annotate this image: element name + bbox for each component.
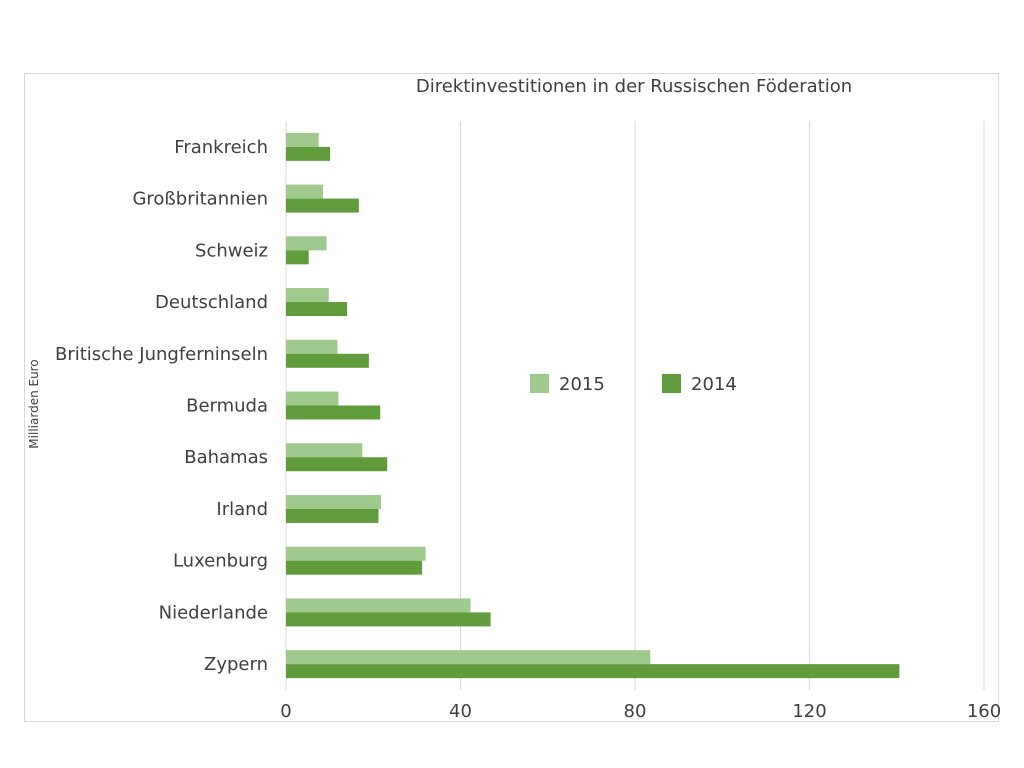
bar-2014 <box>286 560 423 575</box>
bar-2014 <box>286 405 381 420</box>
x-tick-label: 160 <box>967 701 1001 722</box>
x-tick-label: 40 <box>449 701 472 722</box>
x-tick-labels: 0 40 80 120 160 <box>280 701 1001 722</box>
bar-2015 <box>286 598 471 613</box>
category-label: Irland <box>216 499 268 520</box>
bar-2015 <box>286 443 363 458</box>
x-tick-label: 80 <box>624 701 647 722</box>
bar-2015 <box>286 494 382 509</box>
category-label: Bermuda <box>186 396 268 417</box>
category-label: Bahamas <box>184 447 268 468</box>
bar-2015 <box>286 132 319 147</box>
category-label: Großbritannien <box>132 189 268 210</box>
legend-label: 2015 <box>559 374 605 395</box>
bar-2015 <box>286 391 339 406</box>
bar-2014 <box>286 457 388 472</box>
legend-swatch-2015 <box>530 374 549 393</box>
gridlines <box>285 121 985 690</box>
bar-2014 <box>286 508 379 523</box>
bar-2015 <box>286 339 338 354</box>
bar-2014 <box>286 146 331 161</box>
chart-frame <box>24 73 999 722</box>
bar-2015 <box>286 650 651 665</box>
category-labels: Frankreich Großbritannien Schweiz Deutschla… <box>55 137 268 675</box>
bar-2014 <box>286 198 359 213</box>
category-label: Schweiz <box>195 240 268 261</box>
chart-title: Direktinvestitionen in der Russischen Fö… <box>416 76 852 97</box>
bar-2015 <box>286 546 426 561</box>
legend-label: 2014 <box>691 374 737 395</box>
category-label: Frankreich <box>174 137 268 158</box>
legend-swatch-2014 <box>662 374 681 393</box>
bar-2015 <box>286 288 329 303</box>
x-tick-label: 0 <box>280 701 291 722</box>
bar-2014 <box>286 353 369 368</box>
category-label: Deutschland <box>155 292 268 313</box>
category-label: Zypern <box>204 654 268 675</box>
category-label: Britische Jungferninseln <box>55 344 268 365</box>
bar-2014 <box>286 664 900 679</box>
bar-2014 <box>286 302 348 317</box>
y-axis-title: Milliarden Euro <box>27 359 41 448</box>
bar-2014 <box>286 250 309 265</box>
bar-2015 <box>286 184 324 199</box>
category-label: Luxenburg <box>173 551 268 572</box>
bar-2015 <box>286 236 327 251</box>
x-tick-label: 120 <box>792 701 826 722</box>
bar-2014 <box>286 612 491 627</box>
bars <box>286 132 900 679</box>
legend: 2015 2014 <box>530 374 737 395</box>
category-label: Niederlande <box>159 602 268 623</box>
